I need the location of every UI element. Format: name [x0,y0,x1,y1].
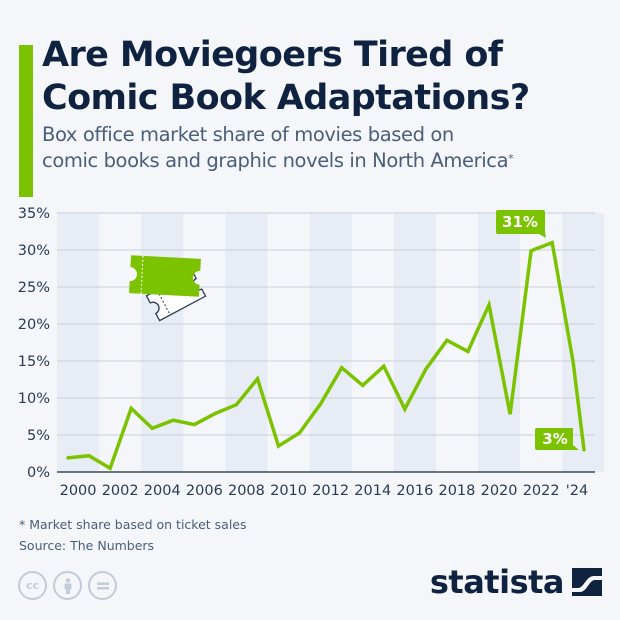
footnote-note: * Market share based on ticket sales [19,517,247,532]
ticket-icon-green [129,255,201,297]
line-chart: 0%5%10%15%20%25%30%35% 2000 2002 2004 2006 2… [18,206,605,499]
last-label: 3% [542,430,567,448]
chart-subtitle: Box office market share of movies based … [42,122,602,174]
accent-bar [19,45,33,197]
market-share-line [66,240,586,471]
footnote-marker: * [508,152,514,165]
peak-label: 31% [502,213,538,231]
x-axis-labels: 2000 2002 2004 2006 2008 2010 2012 2014 2016 2018… [60,483,589,499]
svg-text:2020: 2020 [481,483,518,499]
chart-title: Are Moviegoers Tired of Comic Book Adapt… [42,34,530,120]
logo-text: statista [429,563,565,601]
subtitle-line-2: comic books and graphic novels in North … [42,149,509,172]
svg-text:2002: 2002 [102,483,139,499]
svg-text:20%: 20% [18,317,50,333]
last-annotation: 3% [535,428,579,450]
svg-text:35%: 35% [18,206,50,222]
cc-icon[interactable]: cc [18,571,47,600]
svg-text:2016: 2016 [396,483,433,499]
svg-text:2022: 2022 [523,483,560,499]
svg-text:10%: 10% [18,391,50,407]
svg-text:2014: 2014 [354,483,391,499]
svg-text:2012: 2012 [312,483,349,499]
no-derivatives-icon[interactable] [88,571,117,600]
svg-text:2018: 2018 [438,483,475,499]
statista-logo[interactable]: statista [430,566,602,598]
title-line-2: Comic Book Adaptations? [42,78,530,118]
y-axis-labels: 0% 5% 10% 15% 20% 25% 30% 35% [18,206,50,481]
svg-text:2010: 2010 [270,483,307,499]
svg-text:'24: '24 [566,483,588,499]
subtitle-line-1: Box office market share of movies based … [42,123,454,146]
svg-text:2006: 2006 [186,483,223,499]
attribution-icon[interactable] [53,571,82,600]
svg-text:2000: 2000 [60,483,97,499]
svg-text:25%: 25% [18,280,50,296]
svg-text:5%: 5% [27,428,50,444]
svg-text:15%: 15% [18,354,50,370]
license-icons: cc [18,571,117,600]
svg-text:2004: 2004 [144,483,181,499]
logo-mark-icon [572,568,602,596]
peak-annotation: 31% [496,210,546,238]
year-bands [57,213,605,472]
svg-text:2008: 2008 [228,483,265,499]
source-text: Source: The Numbers [19,538,155,553]
title-line-1: Are Moviegoers Tired of [42,35,503,75]
footnote: * Market share based on ticket sales Sou… [19,514,247,556]
svg-text:0%: 0% [27,465,50,481]
svg-text:30%: 30% [18,243,50,259]
